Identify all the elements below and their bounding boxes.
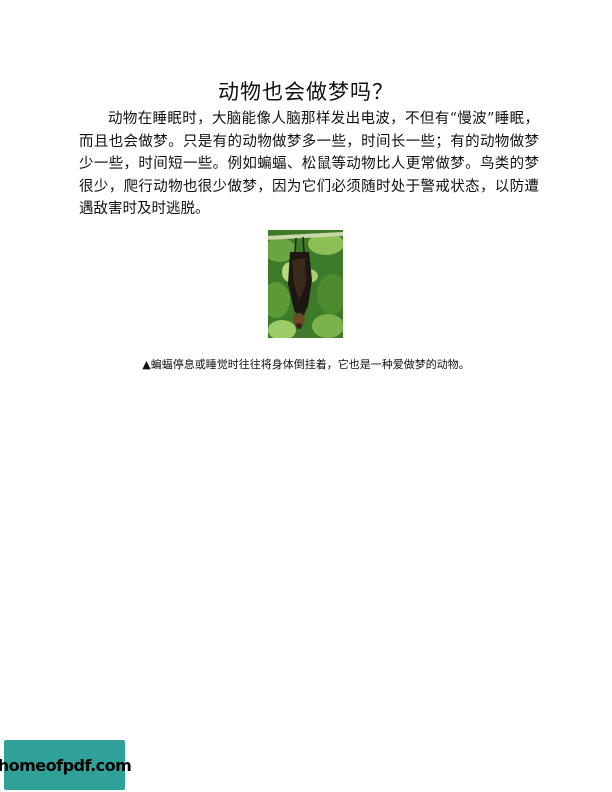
figure-caption: ▲蝙蝠停息或睡觉时往往将身体倒挂着，它也是一种爱做梦的动物。 (142, 358, 470, 371)
watermark-logo: homeofpdf.com (0, 740, 132, 790)
bat-photo (268, 230, 343, 338)
watermark-text: homeofpdf.com (0, 755, 132, 775)
page-title: 动物也会做梦吗？ (218, 80, 394, 104)
body-paragraph: 动物在睡眠时，大脑能像人脑那样发出电波，不但有“慢波”睡眠，而且也会做梦。只是有… (79, 111, 539, 218)
